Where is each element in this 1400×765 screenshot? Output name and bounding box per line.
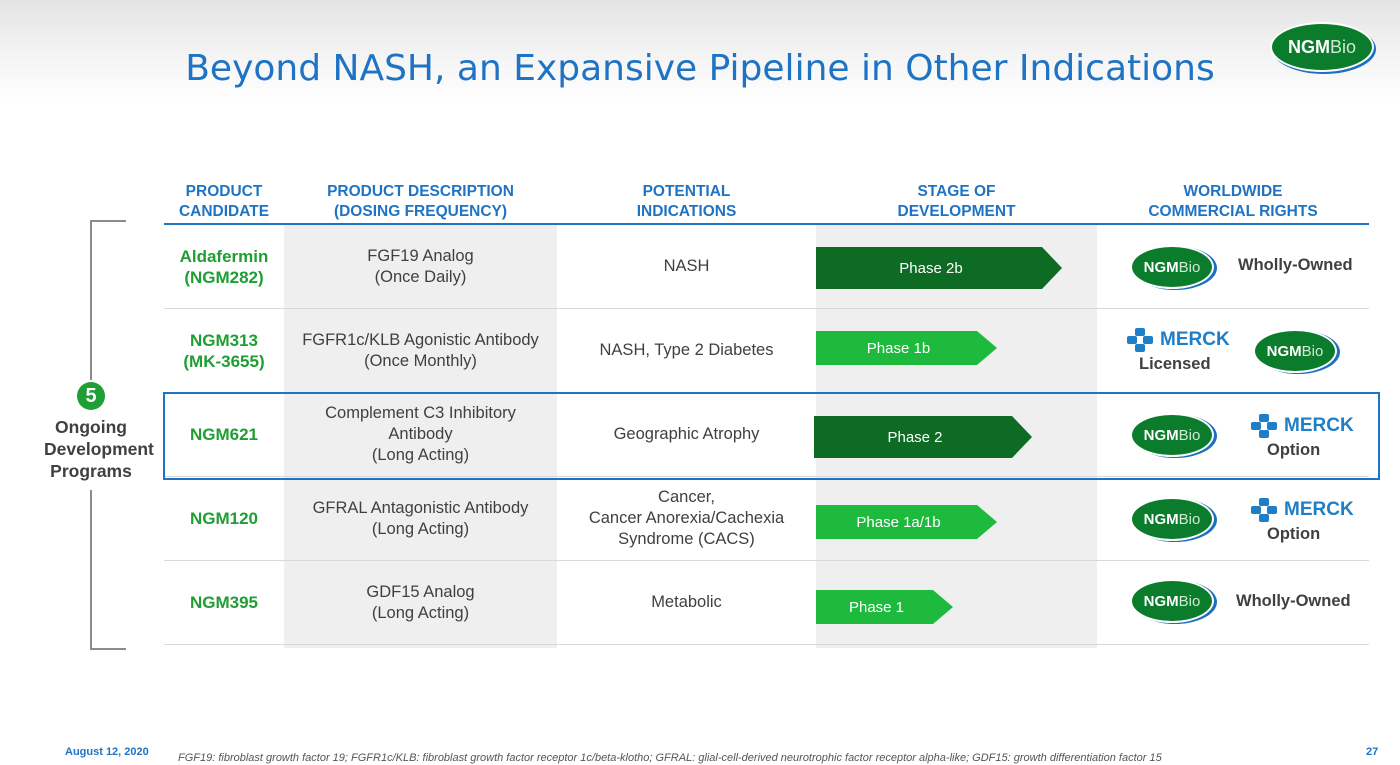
merck-logo: MERCK — [1250, 413, 1354, 439]
phase-arrow: Phase 1a/1b — [816, 505, 997, 539]
header-stage: STAGE OF DEVELOPMENT — [897, 183, 1016, 220]
table-row: NGM621 Complement C3 Inhibitory Antibody(… — [164, 393, 1369, 477]
rights-text: Option — [1267, 441, 1321, 459]
candidate-cell: NGM621 — [189, 425, 259, 444]
phase-arrow: Phase 1 — [816, 590, 953, 624]
ongoing-line-2: Development — [44, 439, 154, 459]
description-cell: GDF15 Analog (Long Acting) — [366, 582, 475, 622]
rights-text: Wholly-Owned — [1238, 256, 1353, 274]
header-indications: POTENTIAL INDICATIONS — [636, 183, 737, 220]
ongoing-line-1: Ongoing — [55, 417, 127, 437]
candidate-cell: NGM395 — [189, 593, 259, 612]
candidate-cell: NGM313 (MK-3655) — [183, 330, 265, 371]
header-description: PRODUCT DESCRIPTION (DOSING FREQUENCY) — [327, 183, 514, 220]
ongoing-line-3: Programs — [50, 461, 132, 481]
merck-icon — [1127, 328, 1153, 352]
ngm-bio-logo: NGM Bio — [1130, 497, 1214, 541]
table-row: NGM313 (MK-3655) FGFR1c/KLB Agonistic Ant… — [164, 309, 1369, 393]
merck-logo: MERCK — [1250, 497, 1354, 523]
description-cell: FGFR1c/KLB Agonistic Antibody (Once Month… — [302, 330, 539, 370]
header-band — [0, 0, 1400, 105]
description-cell: GFRAL Antagonistic Antibody (Long Acting) — [312, 498, 529, 538]
rights-text: Option — [1267, 525, 1321, 543]
slide-title: Beyond NASH, an Expansive Pipeline in Ot… — [185, 48, 1215, 89]
rights-text: Wholly-Owned — [1236, 592, 1351, 610]
ngm-bio-logo: NGM Bio — [1270, 22, 1374, 72]
merck-icon — [1251, 414, 1277, 438]
table-row: NGM120 GFRAL Antagonistic Antibody (Long … — [164, 477, 1369, 561]
logo-bio-text: Bio — [1329, 36, 1356, 57]
candidate-cell: NGM120 — [189, 509, 259, 528]
merck-icon — [1251, 498, 1277, 522]
footer-abbreviations: FGF19: fibroblast growth factor 19; FGFR… — [178, 752, 1162, 764]
ngm-bio-logo: NGM Bio — [1253, 329, 1337, 373]
ngm-bio-logo: NGM Bio — [1130, 413, 1214, 457]
ongoing-programs-label: 5 Ongoing Development Programs — [44, 382, 154, 482]
ngm-bio-logo: NGM Bio — [1130, 579, 1214, 623]
ngm-bio-logo: NGM Bio — [1130, 245, 1214, 289]
indications-cell: NASH — [663, 257, 710, 275]
indications-cell: NASH, Type 2 Diabetes — [599, 341, 774, 359]
rights-text: Licensed — [1139, 355, 1211, 373]
header-candidate: PRODUCT CANDIDATE — [178, 183, 270, 220]
program-count-badge: 5 — [77, 382, 105, 410]
indications-cell: Geographic Atrophy — [613, 425, 760, 443]
description-cell: Complement C3 Inhibitory Antibody (Long Ac… — [325, 404, 516, 464]
indications-cell: Cancer, Cancer Anorexia/Cachexia Syndrome … — [588, 488, 785, 548]
header-divider — [164, 223, 1369, 225]
footer-date: August 12, 2020 — [65, 746, 149, 758]
description-cell: FGF19 Analog (Once Daily) — [367, 246, 474, 286]
merck-logo: MERCK — [1126, 327, 1230, 353]
page-number: 27 — [1366, 746, 1379, 758]
phase-arrow: Phase 1b — [816, 331, 997, 365]
table-row: NGM395 GDF15 Analog (Long Acting) Metabol… — [164, 561, 1369, 645]
header-rights: WORLDWIDE COMMERCIAL RIGHTS — [1148, 183, 1318, 220]
phase-arrow: Phase 2b — [816, 247, 1062, 289]
logo-ngm-text: NGM — [1287, 36, 1330, 57]
ngm621-highlight-box — [163, 392, 1380, 480]
table-row: Aldafermin (NGM282) FGF19 Analog (Once Dai… — [164, 225, 1369, 309]
description-column-bg — [284, 225, 557, 648]
indications-cell: Metabolic — [651, 593, 722, 611]
phase-arrow: Phase 2 — [814, 416, 1032, 458]
candidate-cell: Aldafermin (NGM282) — [179, 246, 269, 287]
